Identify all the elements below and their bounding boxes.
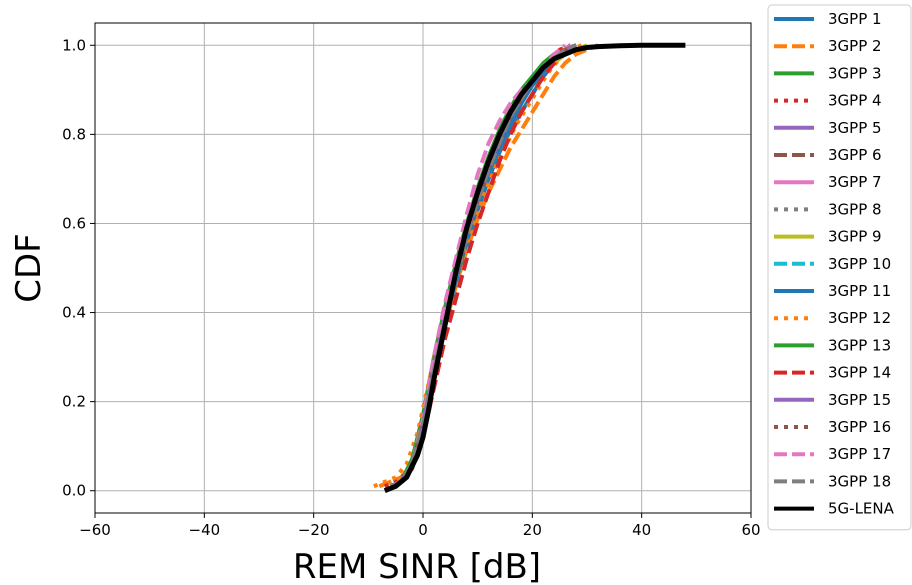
series-line-3gpp-10 [389, 43, 577, 489]
series-line-3gpp-13 [389, 43, 577, 489]
legend-label: 3GPP 15 [828, 391, 891, 409]
y-tick-label: 0.8 [62, 125, 86, 143]
legend-label: 3GPP 2 [828, 37, 882, 55]
series-line-3gpp-17 [389, 43, 567, 489]
series-line-3gpp-15 [389, 43, 577, 489]
series-line-3gpp-12 [373, 43, 583, 489]
x-axis-title: REM SINR [dB] [293, 547, 541, 585]
legend-label: 3GPP 8 [828, 200, 882, 218]
x-tick-label: −60 [79, 521, 111, 539]
series-line-3gpp-18 [389, 43, 577, 489]
legend-label: 3GPP 7 [828, 173, 882, 191]
legend-label: 3GPP 17 [828, 445, 891, 463]
legend-label: 3GPP 11 [828, 282, 891, 300]
series-line-3gpp-16 [389, 43, 577, 489]
y-tick-label: 0.2 [62, 393, 86, 411]
legend-label: 3GPP 14 [828, 364, 891, 382]
y-tick-label: 0.4 [62, 304, 86, 322]
x-tick-label: 20 [523, 521, 542, 539]
legend-label: 3GPP 10 [828, 255, 891, 273]
series-line-3gpp-8 [389, 43, 577, 489]
legend: 3GPP 1 3GPP 2 3GPP 3 3GPP 4 3GPP 5 3GPP 6 3GPP… [767, 4, 912, 531]
legend-label: 3GPP 12 [828, 309, 891, 327]
legend-label: 3GPP 16 [828, 418, 891, 436]
legend-label: 3GPP 1 [828, 10, 882, 28]
legend-label: 3GPP 13 [828, 336, 891, 354]
series-line-3gpp-7 [389, 43, 572, 489]
series-line-3gpp-6 [389, 43, 577, 489]
x-tick-label: 60 [741, 521, 760, 539]
legend-label: 3GPP 6 [828, 146, 882, 164]
legend-label: 5G-LENA [828, 500, 895, 518]
series-line-3gpp-4 [383, 43, 572, 489]
ticks: −60 −40 −20 0 20 40 60 0.0 0.2 0.4 0.6 0.8 1.0 [62, 36, 760, 539]
x-tick-label: −40 [189, 521, 221, 539]
series-line-3gpp-2 [378, 43, 599, 489]
y-tick-label: 1.0 [62, 36, 86, 54]
series-line-3gpp-3 [389, 43, 577, 489]
legend-label: 3GPP 3 [828, 64, 882, 82]
legend-label: 3GPP 18 [828, 472, 891, 490]
x-tick-label: −20 [298, 521, 330, 539]
legend-label: 3GPP 5 [828, 119, 882, 137]
y-axis-title: CDF [9, 233, 49, 302]
series-line-3gpp-14 [389, 43, 577, 489]
plot-area [373, 42, 686, 494]
series-line-3gpp-5 [389, 43, 577, 489]
legend-label: 3GPP 9 [828, 228, 882, 246]
series-line-3gpp-1 [389, 43, 577, 489]
legend-label: 3GPP 4 [828, 92, 882, 110]
y-tick-label: 0.0 [62, 482, 86, 500]
series-line-3gpp-11 [389, 43, 577, 489]
y-tick-label: 0.6 [62, 214, 86, 232]
series-line-5g-lena [383, 42, 686, 494]
x-tick-label: 0 [418, 521, 428, 539]
x-tick-label: 40 [632, 521, 651, 539]
